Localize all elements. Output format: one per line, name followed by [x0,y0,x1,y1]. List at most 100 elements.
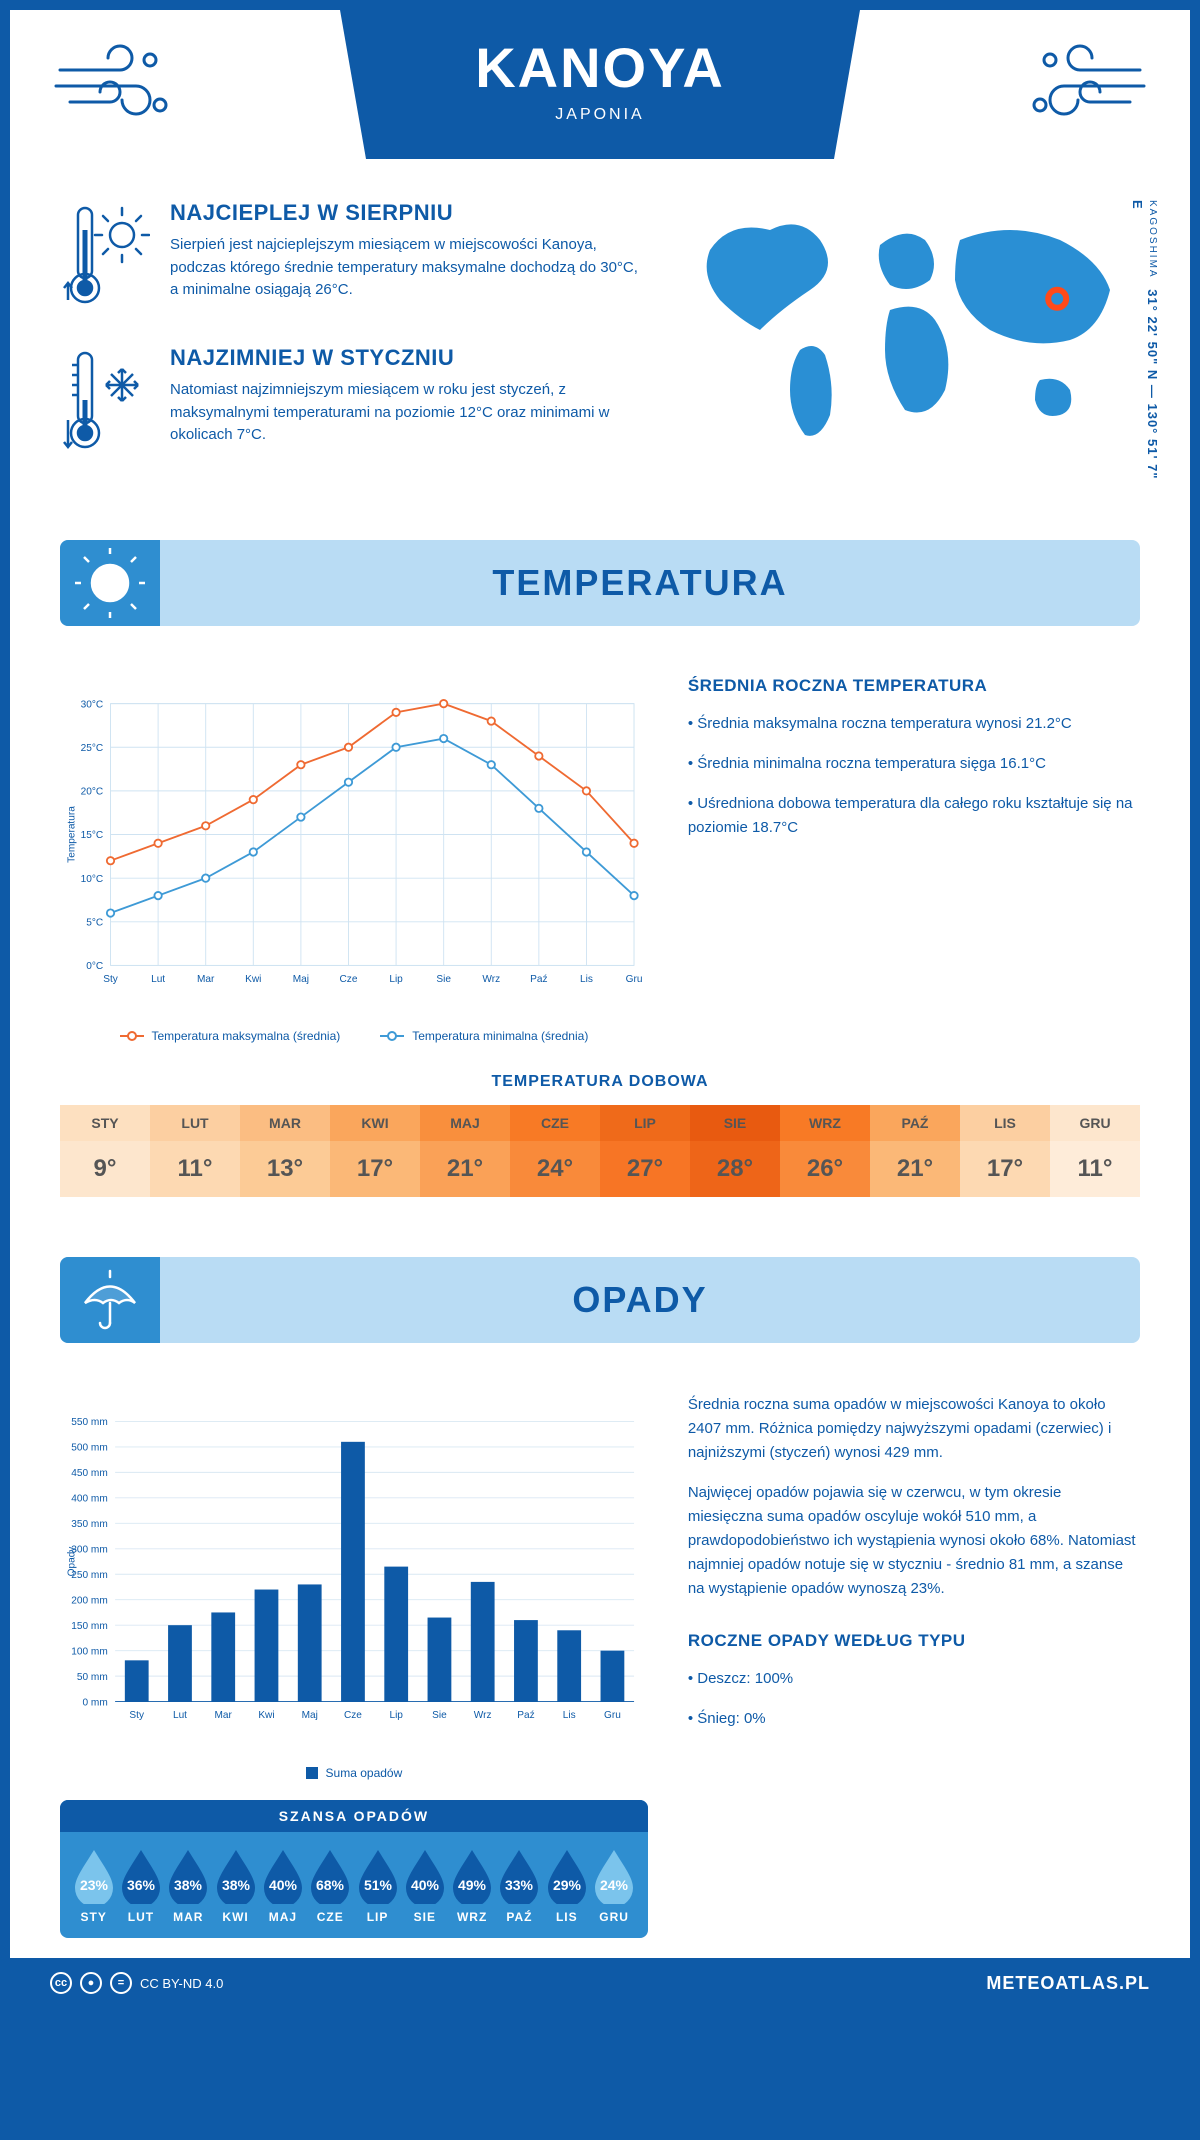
svg-text:0 mm: 0 mm [83,1697,108,1708]
svg-text:Paź: Paź [517,1710,534,1721]
site-name: METEOATLAS.PL [986,1973,1150,1994]
fact-hot: NAJCIEPLEJ W SIERPNIU Sierpień jest najc… [60,200,640,315]
temp-bullet: • Średnia minimalna roczna temperatura s… [688,752,1140,776]
svg-text:20°C: 20°C [81,787,104,798]
svg-text:Lis: Lis [563,1710,576,1721]
world-map-container: KAGOSHIMA 31° 22' 50" N — 130° 51' 7" E [680,200,1140,490]
svg-text:Cze: Cze [344,1710,362,1721]
by-icon: ● [80,1972,102,1994]
chance-drop: 51% LIP [355,1848,401,1924]
svg-text:450 mm: 450 mm [71,1468,107,1479]
svg-text:Maj: Maj [293,974,309,985]
chance-drop: 24% GRU [591,1848,637,1924]
precip-legend-label: Suma opadów [326,1766,403,1780]
svg-text:Paź: Paź [530,974,547,985]
svg-text:Wrz: Wrz [474,1710,492,1721]
svg-text:10°C: 10°C [81,874,104,885]
intro-section: NAJCIEPLEJ W SIERPNIU Sierpień jest najc… [10,170,1190,520]
svg-text:38%: 38% [174,1877,203,1893]
svg-text:Lut: Lut [173,1710,187,1721]
cc-icon: cc [50,1972,72,1994]
svg-text:Lip: Lip [389,974,403,985]
precip-chance-box: SZANSA OPADÓW 23% STY 36% LUT 38% MAR 38… [60,1800,648,1938]
fact-cold-title: NAJZIMNIEJ W STYCZNIU [170,345,640,371]
chance-drop: 29% LIS [544,1848,590,1924]
wind-icon-right [1010,10,1150,130]
temp-bullet: • Średnia maksymalna roczna temperatura … [688,712,1140,736]
sun-corner-icon [60,540,160,626]
temperature-chart: 0°C5°C10°C15°C20°C25°C30°CStyLutMarKwiMa… [60,676,648,1043]
svg-text:24%: 24% [600,1877,629,1893]
fact-cold: NAJZIMNIEJ W STYCZNIU Natomiast najzimni… [60,345,640,460]
thermometer-sun-icon [60,200,150,315]
precip-heading: OPADY [170,1279,1110,1321]
svg-text:Sie: Sie [436,974,451,985]
world-map [680,200,1140,460]
precip-type-bullet: • Deszcz: 100% [688,1667,1140,1691]
temp-cell: LIS 17° [960,1105,1050,1197]
precip-p1: Średnia roczna suma opadów w miejscowośc… [688,1393,1140,1465]
page-root: KANOYA JAPONIA [0,0,1200,2018]
intro-facts: NAJCIEPLEJ W SIERPNIU Sierpień jest najc… [60,200,640,490]
coordinates: KAGOSHIMA 31° 22' 50" N — 130° 51' 7" E [1130,200,1160,490]
temp-cell: MAR 13° [240,1105,330,1197]
svg-text:40%: 40% [269,1877,298,1893]
svg-text:350 mm: 350 mm [71,1519,107,1530]
footer: cc ● = CC BY-ND 4.0 METEOATLAS.PL [10,1958,1190,2008]
precip-chance-title: SZANSA OPADÓW [60,1800,648,1832]
svg-text:Opady: Opady [67,1546,78,1577]
legend-min-label: Temperatura minimalna (średnia) [412,1029,588,1043]
temp-side-title: ŚREDNIA ROCZNA TEMPERATURA [688,676,1140,696]
svg-text:Mar: Mar [215,1710,233,1721]
header: KANOYA JAPONIA [10,10,1190,170]
chance-drop: 49% WRZ [449,1848,495,1924]
wind-icon-left [50,10,190,130]
svg-text:Lip: Lip [389,1710,403,1721]
chance-drop: 68% CZE [307,1848,353,1924]
daily-temperature: TEMPERATURA DOBOWA STY 9°LUT 11°MAR 13°K… [10,1063,1190,1237]
fact-hot-body: Sierpień jest najcieplejszym miesiącem w… [170,234,640,302]
precip-banner: OPADY [60,1257,1140,1343]
chance-drop: 38% MAR [165,1848,211,1924]
precip-side-info: Średnia roczna suma opadów w miejscowośc… [688,1393,1140,1938]
daily-temp-table: STY 9°LUT 11°MAR 13°KWI 17°MAJ 21°CZE 24… [60,1105,1140,1197]
country-subtitle: JAPONIA [420,106,780,124]
svg-text:68%: 68% [316,1877,345,1893]
temp-cell: LIP 27° [600,1105,690,1197]
svg-text:36%: 36% [127,1877,156,1893]
svg-text:Cze: Cze [340,974,358,985]
temperature-legend: Temperatura maksymalna (średnia) Tempera… [60,1029,648,1043]
temp-cell: KWI 17° [330,1105,420,1197]
svg-text:Kwi: Kwi [245,974,261,985]
svg-text:550 mm: 550 mm [71,1417,107,1428]
temp-cell: WRZ 26° [780,1105,870,1197]
svg-text:400 mm: 400 mm [71,1494,107,1505]
temp-cell: GRU 11° [1050,1105,1140,1197]
nd-icon: = [110,1972,132,1994]
temp-cell: STY 9° [60,1105,150,1197]
fact-cold-body: Natomiast najzimniejszym miesiącem w rok… [170,379,640,447]
precip-type-bullet: • Śnieg: 0% [688,1707,1140,1731]
umbrella-corner-icon [60,1257,160,1343]
svg-text:5°C: 5°C [86,917,103,928]
precip-chart-area: 0 mm50 mm100 mm150 mm200 mm250 mm300 mm3… [60,1393,648,1938]
chance-drop: 23% STY [71,1848,117,1924]
legend-max-label: Temperatura maksymalna (średnia) [152,1029,341,1043]
license-text: CC BY-ND 4.0 [140,1976,223,1991]
thermometer-snow-icon [60,345,150,460]
chance-drop: 33% PAŹ [496,1848,542,1924]
svg-text:100 mm: 100 mm [71,1646,107,1657]
temp-bullet: • Uśredniona dobowa temperatura dla całe… [688,792,1140,840]
svg-text:500 mm: 500 mm [71,1443,107,1454]
precip-chance-drops: 23% STY 36% LUT 38% MAR 38% KWI 40% MAJ … [60,1832,648,1924]
svg-text:15°C: 15°C [81,830,104,841]
svg-text:200 mm: 200 mm [71,1595,107,1606]
svg-text:150 mm: 150 mm [71,1621,107,1632]
svg-text:51%: 51% [364,1877,393,1893]
svg-text:33%: 33% [505,1877,534,1893]
temp-cell: SIE 28° [690,1105,780,1197]
license-block: cc ● = CC BY-ND 4.0 [50,1972,223,1994]
svg-text:Kwi: Kwi [258,1710,274,1721]
temperature-heading: TEMPERATURA [170,562,1110,604]
temp-cell: LUT 11° [150,1105,240,1197]
